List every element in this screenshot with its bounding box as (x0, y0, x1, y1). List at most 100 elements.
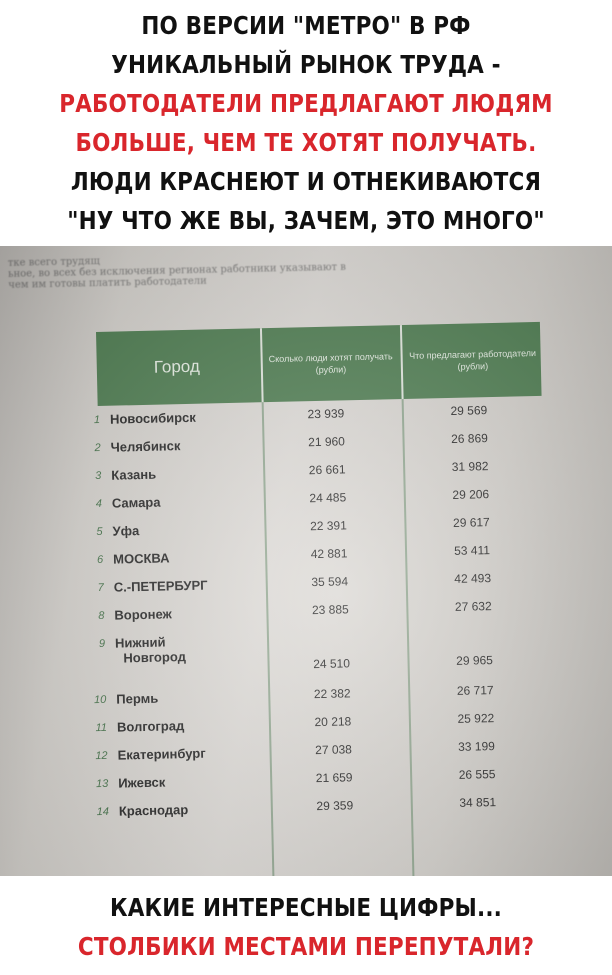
row-number: 6 (96, 553, 104, 567)
offer-salary: 26 555 (458, 767, 496, 782)
article-intro-text: тке всего трудящ ьное, во всех без исключ… (8, 246, 569, 291)
row-number: 2 (94, 441, 101, 455)
want-salary: 42 881 (310, 546, 348, 562)
city-line: Нижний (114, 634, 166, 651)
caption-line: "НУ ЧТО ЖЕ ВЫ, ЗАЧЕМ, ЭТО МНОГО" (67, 206, 545, 235)
want-salary: 22 391 (309, 518, 347, 534)
city-line: Пермь (116, 690, 159, 707)
want-salary: 27 038 (315, 742, 353, 758)
table-header: Город Сколько люди хотят получать (рубли… (96, 321, 544, 406)
city-name: Новосибирск (110, 410, 196, 427)
table-row: 10 Пермь 22 382 26 717 (92, 682, 552, 714)
offer-salary: 31 982 (451, 459, 489, 474)
offer-salary: 42 493 (454, 571, 492, 586)
header-city: Город (153, 356, 201, 377)
bottom-caption: КАКИЕ ИНТЕРЕСНЫЕ ЦИФРЫ... СТОЛБИКИ МЕСТАМ… (43, 888, 569, 966)
city-line: Челябинск (110, 438, 181, 455)
table-row: 9 Нижний Новгород 24 510 29 965 (91, 626, 551, 672)
table-row: 11 Волгоград 20 218 25 922 (93, 710, 553, 742)
want-salary: 21 960 (308, 434, 346, 450)
want-salary: 22 382 (313, 686, 351, 702)
city-line: Воронеж (114, 606, 172, 623)
salary-table: Город Сколько люди хотят получать (рубли… (93, 321, 559, 876)
offer-salary: 34 851 (459, 795, 497, 810)
city-name: МОСКВА (113, 550, 170, 566)
offer-salary: 53 411 (453, 543, 491, 558)
city-line: С.-ПЕТЕРБУРГ (113, 577, 208, 595)
row-number: 1 (93, 413, 101, 427)
table-row: 5 Уфа 22 391 29 617 (88, 514, 548, 546)
row-number: 9 (98, 637, 106, 651)
table-row: 6 МОСКВА 42 881 53 411 (89, 542, 549, 574)
table-row: 7 С.-ПЕТЕРБУРГ 35 594 42 493 (90, 570, 550, 602)
city-line: Новосибирск (109, 409, 196, 427)
city-line: Екатеринбург (117, 745, 206, 763)
city-name: Челябинск (110, 438, 180, 455)
city-name: Екатеринбург (117, 746, 205, 763)
city-name: Казань (111, 467, 156, 483)
want-salary: 23 885 (311, 602, 349, 618)
offer-salary: 25 922 (457, 711, 495, 726)
offer-salary: 26 869 (451, 431, 489, 446)
city-name: Волгоград (117, 718, 185, 735)
row-number: 14 (96, 805, 110, 819)
city-name: Нижний Новгород (115, 634, 186, 666)
row-number: 13 (95, 777, 109, 791)
row-number: 11 (95, 721, 108, 735)
city-line: Уфа (112, 523, 140, 539)
want-salary: 23 939 (307, 406, 345, 422)
city-line: Новгород (123, 649, 187, 666)
table-row: 12 Екатеринбург 27 038 33 199 (93, 738, 553, 770)
table-row: 4 Самара 24 485 29 206 (88, 486, 548, 518)
want-salary: 21 659 (315, 770, 353, 786)
city-line: Казань (111, 466, 157, 483)
offer-salary: 29 569 (450, 403, 488, 418)
row-number: 7 (97, 581, 104, 595)
row-number: 10 (93, 693, 107, 707)
want-salary: 26 661 (308, 462, 346, 478)
table-row: 8 Воронеж 23 885 27 632 (90, 598, 550, 630)
want-salary: 24 485 (309, 490, 347, 506)
want-salary: 20 218 (314, 714, 352, 730)
newspaper-photo: тке всего трудящ ьное, во всех без исключ… (0, 246, 612, 876)
city-name: Пермь (116, 691, 158, 707)
city-name: Уфа (112, 523, 139, 539)
row-number: 8 (98, 609, 105, 623)
want-salary: 35 594 (311, 574, 349, 590)
want-salary: 29 359 (316, 798, 354, 814)
want-salary: 24 510 (313, 656, 351, 672)
city-line: Самара (111, 494, 161, 511)
caption-line: УНИКАЛЬНЫЙ РЫНОК ТРУДА - (111, 50, 501, 79)
header-offer-salary: Что предлагают работодатели (рубли) (399, 321, 544, 400)
table-row: 14 Краснодар 29 359 34 851 (95, 794, 555, 826)
caption-line: КАКИЕ ИНТЕРЕСНЫЕ ЦИФРЫ... (109, 893, 503, 922)
offer-salary: 26 717 (456, 683, 494, 698)
row-number: 4 (95, 497, 103, 511)
city-line: Ижевск (118, 774, 166, 791)
offer-salary: 27 632 (454, 599, 492, 614)
offer-salary: 29 965 (456, 653, 494, 668)
row-number: 3 (95, 469, 102, 483)
caption-line: СТОЛБИКИ МЕСТАМИ ПЕРЕПУТАЛИ? (77, 932, 535, 961)
table-row: 13 Ижевск 21 659 26 555 (94, 766, 554, 798)
caption-line: ЛЮДИ КРАСНЕЮТ И ОТНЕКИВАЮТСЯ (70, 167, 542, 196)
caption-line: РАБОТОДАТЕЛИ ПРЕДЛАГАЮТ ЛЮДЯМ (59, 89, 553, 118)
city-name: Краснодар (119, 802, 189, 819)
offer-salary: 33 199 (457, 739, 495, 754)
row-number: 5 (96, 525, 103, 539)
city-name: С.-ПЕТЕРБУРГ (114, 578, 208, 595)
table-row: 2 Челябинск 21 960 26 869 (86, 430, 546, 462)
city-name: Воронеж (114, 606, 172, 622)
table-row: 3 Казань 26 661 31 982 (87, 458, 547, 490)
row-number: 12 (95, 749, 108, 763)
city-line: Краснодар (118, 802, 189, 819)
caption-line: БОЛЬШЕ, ЧЕМ ТЕ ХОТЯТ ПОЛУЧАТЬ. (75, 128, 537, 157)
caption-line: ПО ВЕРСИИ "МЕТРО" В РФ (141, 11, 471, 40)
table-row: 1 Новосибирск 23 939 29 569 (86, 402, 546, 434)
offer-salary: 29 617 (452, 515, 490, 530)
offer-salary: 29 206 (452, 487, 490, 502)
top-caption: ПО ВЕРСИИ "МЕТРО" В РФ УНИКАЛЬНЫЙ РЫНОК Т… (43, 6, 569, 240)
header-want-salary: Сколько люди хотят получать (рубли) (259, 325, 400, 403)
city-name: Ижевск (118, 775, 165, 791)
city-line: Волгоград (116, 718, 185, 735)
